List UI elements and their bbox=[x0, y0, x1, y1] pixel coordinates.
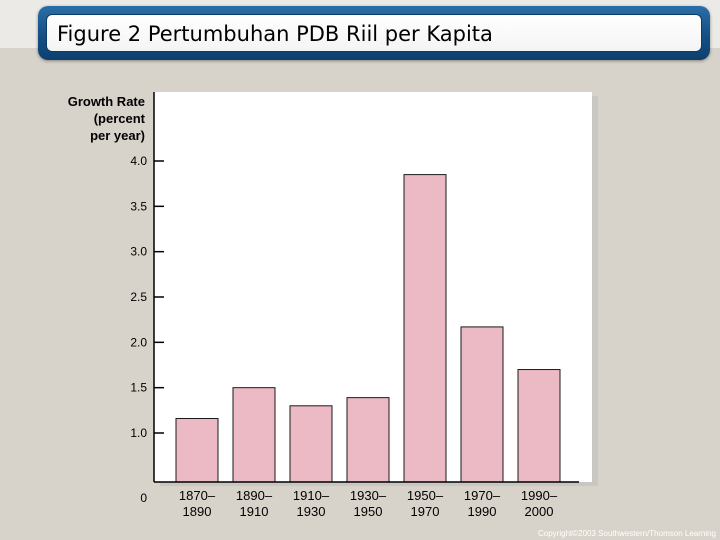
y-tick-label-2: 3.0 bbox=[130, 245, 147, 259]
bar-3 bbox=[346, 397, 390, 483]
x-tick-label-6-0: 1990– bbox=[521, 488, 558, 503]
x-tick-label-0-1: 1890 bbox=[183, 504, 212, 519]
x-tick-label-5-0: 1970– bbox=[464, 488, 501, 503]
y-tick-label-6: 1.0 bbox=[130, 426, 147, 440]
x-tick-label-2-1: 1930 bbox=[297, 504, 326, 519]
bar-1 bbox=[232, 387, 276, 483]
bar-2 bbox=[289, 405, 333, 483]
x-tick-label-4-0: 1950– bbox=[407, 488, 444, 503]
x-tick-label-3-1: 1950 bbox=[354, 504, 383, 519]
x-tick-label-1-0: 1890– bbox=[236, 488, 273, 503]
y-axis-label: Growth Rate (percent per year) bbox=[67, 94, 145, 143]
x-tick-label-1-1: 1910 bbox=[240, 504, 269, 519]
title-bar: Figure 2 Pertumbuhan PDB Riil per Kapita bbox=[38, 6, 710, 60]
bar-chart: 4.03.53.02.52.01.51.00 1870–18901890–1910… bbox=[130, 92, 598, 519]
y-tick-label-4: 2.0 bbox=[130, 335, 147, 349]
y-zero-label: 0 bbox=[140, 491, 147, 505]
title-frame: Figure 2 Pertumbuhan PDB Riil per Kapita bbox=[46, 14, 702, 52]
x-tick-label-6-1: 2000 bbox=[525, 504, 554, 519]
chart-panel: 4.0 3.5 3.0 2.5 2.0 1.5 1.0 0 1870– 1890 1890– 1910… bbox=[0, 82, 720, 540]
copyright-text: Copyright©2003 Southwestern/Thomson Lear… bbox=[538, 529, 716, 538]
bar-4 bbox=[403, 174, 447, 483]
y-tick-label-3: 2.5 bbox=[130, 290, 147, 304]
bar-6 bbox=[517, 369, 561, 483]
y-tick-label-5: 1.5 bbox=[130, 381, 147, 395]
bar-5 bbox=[460, 326, 504, 483]
slide-title: Figure 2 Pertumbuhan PDB Riil per Kapita bbox=[57, 22, 493, 46]
x-tick-label-0-0: 1870– bbox=[179, 488, 216, 503]
x-tick-label-2-0: 1910– bbox=[293, 488, 330, 503]
bar-0 bbox=[175, 417, 219, 483]
y-tick-label-1: 3.5 bbox=[130, 199, 147, 213]
y-tick-label-0: 4.0 bbox=[130, 154, 147, 168]
x-tick-label-3-0: 1930– bbox=[350, 488, 387, 503]
x-tick-label-4-1: 1970 bbox=[411, 504, 440, 519]
x-tick-label-5-1: 1990 bbox=[468, 504, 497, 519]
